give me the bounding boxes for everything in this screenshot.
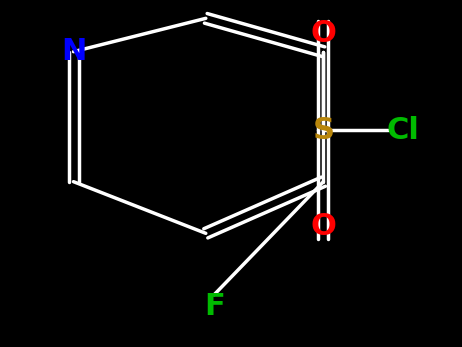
Text: Cl: Cl — [387, 116, 419, 144]
Text: S: S — [312, 116, 334, 144]
Text: O: O — [310, 19, 336, 48]
Text: O: O — [310, 212, 336, 241]
Text: F: F — [204, 292, 225, 321]
Text: N: N — [61, 37, 86, 66]
